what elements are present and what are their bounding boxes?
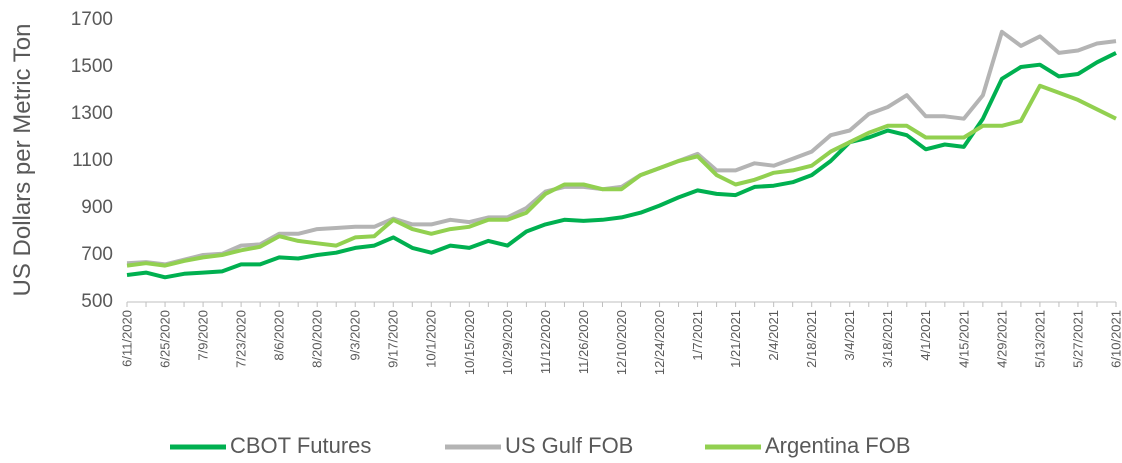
series-line	[126, 83, 1117, 268]
x-tick-label: 3/18/2021	[880, 310, 895, 368]
x-tick-label: 10/1/2020	[424, 310, 439, 368]
x-tick-label: 12/10/2020	[614, 310, 629, 375]
x-tick-label: 4/1/2021	[918, 310, 933, 361]
x-tick-label: 9/17/2020	[386, 310, 401, 368]
x-tick-label: 10/15/2020	[462, 310, 477, 375]
x-tick-label: 6/25/2020	[157, 310, 172, 368]
x-tick-label: 5/13/2021	[1032, 310, 1047, 368]
x-tick-label: 4/15/2021	[956, 310, 971, 368]
x-tick-label: 11/26/2020	[576, 310, 591, 374]
x-tick-label: 10/29/2020	[500, 310, 515, 375]
x-tick-label: 4/29/2021	[994, 310, 1009, 368]
y-tick-label: 1100	[72, 150, 113, 171]
y-tick-label: 1700	[71, 9, 113, 30]
series-line	[126, 51, 1117, 280]
x-tick-label: 3/4/2021	[842, 310, 857, 361]
y-tick-label: 900	[81, 197, 113, 218]
x-tick-label: 8/20/2020	[310, 310, 325, 368]
y-tick-label: 500	[81, 291, 113, 312]
x-tick-label: 11/12/2020	[538, 310, 553, 374]
legend-label: Argentina FOB	[765, 433, 911, 458]
y-axis-label: US Dollars per Metric Ton	[9, 24, 36, 297]
y-tick-label: 1300	[71, 103, 113, 124]
x-tick-label: 9/3/2020	[348, 310, 363, 361]
x-tick-label: 7/23/2020	[234, 310, 249, 368]
series-line	[126, 29, 1117, 267]
x-tick-label: 1/21/2021	[728, 310, 743, 368]
legend-label: US Gulf FOB	[505, 433, 633, 458]
x-tick-label: 2/4/2021	[766, 310, 781, 361]
x-tick-label: 2/18/2021	[804, 310, 819, 368]
legend-label: CBOT Futures	[230, 433, 371, 458]
x-tick-label: 8/6/2020	[272, 310, 287, 361]
x-tick-label: 12/24/2020	[652, 310, 667, 375]
x-tick-label: 6/10/2021	[1108, 310, 1122, 368]
x-tick-label: 1/7/2021	[690, 310, 705, 361]
y-tick-label: 1500	[71, 56, 113, 77]
x-tick-label: 6/11/2020	[119, 310, 134, 367]
x-tick-label: 7/9/2020	[196, 310, 211, 361]
x-tick-label: 5/27/2021	[1070, 310, 1085, 368]
y-tick-label: 700	[81, 244, 113, 265]
